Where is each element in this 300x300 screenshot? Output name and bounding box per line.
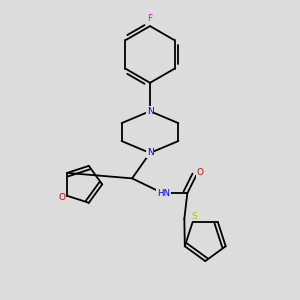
Text: HN: HN — [157, 189, 170, 198]
Text: S: S — [191, 212, 197, 221]
Text: O: O — [58, 193, 65, 202]
Text: O: O — [196, 168, 203, 177]
Text: F: F — [147, 14, 153, 23]
Text: N: N — [147, 148, 153, 158]
Text: N: N — [147, 107, 153, 116]
